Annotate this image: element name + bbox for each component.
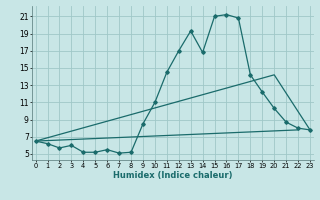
X-axis label: Humidex (Indice chaleur): Humidex (Indice chaleur) [113,171,233,180]
